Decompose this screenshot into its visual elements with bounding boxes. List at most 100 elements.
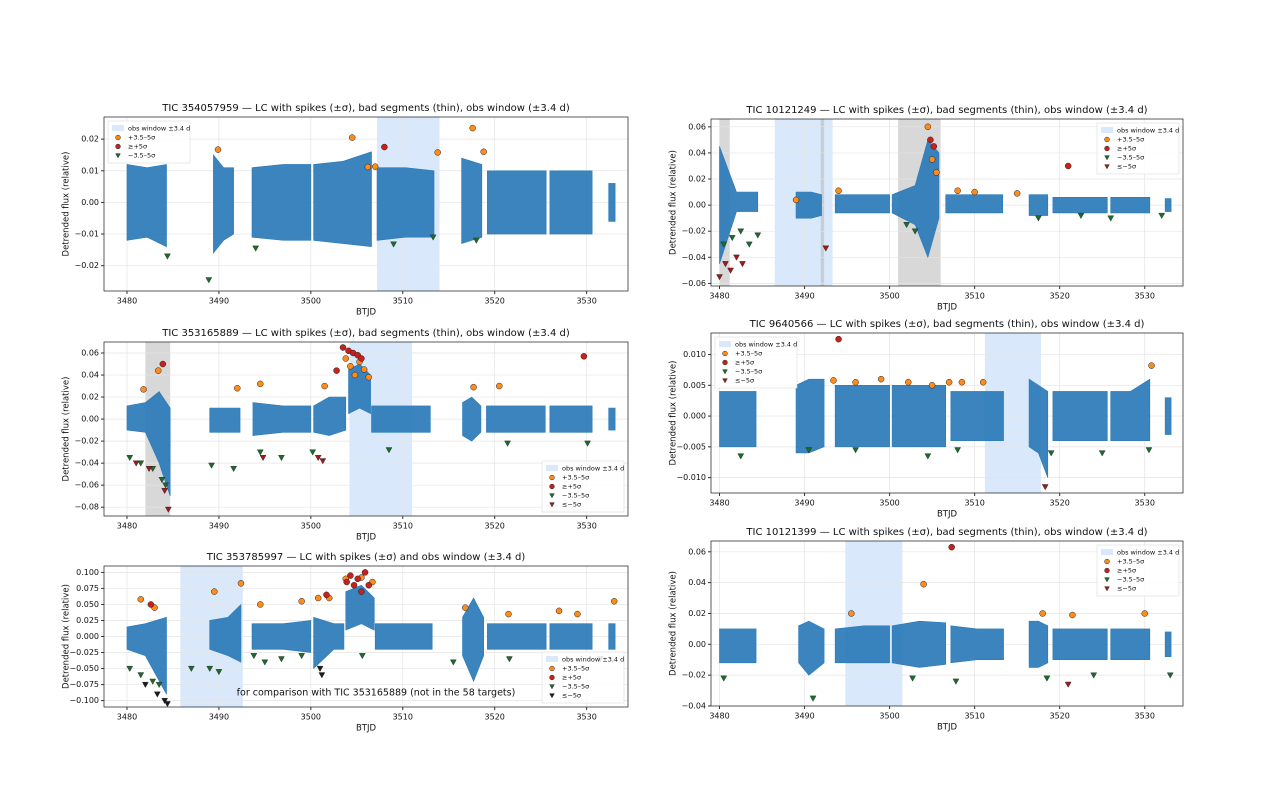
spike xyxy=(927,136,934,144)
spike xyxy=(214,146,222,153)
spike xyxy=(952,678,960,685)
y-tick-label: −0.075 xyxy=(69,680,99,689)
spike xyxy=(137,672,145,679)
spike xyxy=(737,228,745,235)
y-tick-label: 0.02 xyxy=(688,175,706,184)
x-tick-label: 3500 xyxy=(879,499,899,508)
light-curve xyxy=(798,620,825,676)
light-curve xyxy=(1028,620,1049,668)
light-curve xyxy=(1052,628,1108,661)
spike xyxy=(1077,212,1085,219)
y-tick-label: −0.02 xyxy=(74,437,99,446)
x-axis-label: BTJD xyxy=(937,510,958,520)
spike xyxy=(948,543,955,551)
spike xyxy=(954,447,961,454)
legend-marker xyxy=(1104,136,1110,143)
light-curve xyxy=(313,616,345,670)
spike xyxy=(165,506,172,513)
spike xyxy=(909,675,916,682)
legend-label: ≤−5σ xyxy=(562,692,581,700)
chart-title: TIC 354057959 — LC with spikes (±σ), bad… xyxy=(161,103,570,114)
y-tick-label: 0.075 xyxy=(76,584,99,593)
y-tick-label: 0.06 xyxy=(81,349,99,358)
y-tick-label: 0.02 xyxy=(81,135,99,144)
spike xyxy=(211,588,218,595)
legend-label: ≥+5σ xyxy=(1117,145,1136,153)
light-curve xyxy=(252,402,312,436)
spike xyxy=(733,254,740,261)
spike xyxy=(158,477,166,484)
light-curve xyxy=(795,378,825,454)
spike xyxy=(208,462,215,469)
y-tick-label: 0.06 xyxy=(688,122,706,131)
x-tick-label: 3490 xyxy=(209,297,229,306)
x-tick-label: 3480 xyxy=(117,713,137,722)
x-tick-label: 3520 xyxy=(485,297,505,306)
light-curve xyxy=(1164,631,1172,657)
y-tick-label: 0.01 xyxy=(81,166,99,175)
spike xyxy=(145,466,153,473)
legend-label: −3.5–5σ xyxy=(128,152,155,160)
spike xyxy=(1047,450,1055,457)
spike xyxy=(754,232,762,239)
spike xyxy=(574,610,581,618)
x-tick-label: 3480 xyxy=(117,522,137,531)
light-curve xyxy=(1164,397,1172,435)
y-tick-label: 0.04 xyxy=(688,578,706,587)
legend-label: −3.5–5σ xyxy=(562,492,589,500)
y-axis-label: Detrended flux (relative) xyxy=(669,361,679,466)
y-tick-label: 0.00 xyxy=(81,198,99,207)
spike xyxy=(126,455,134,462)
spike xyxy=(954,187,961,195)
chart-title: TIC 353785997 — LC with spikes (±σ) and … xyxy=(206,552,526,563)
legend-marker xyxy=(549,674,555,681)
x-tick-label: 3530 xyxy=(576,297,596,306)
x-tick-label: 3480 xyxy=(117,297,137,306)
spike xyxy=(1141,610,1148,617)
legend-swatch xyxy=(112,125,124,131)
spike xyxy=(154,367,162,374)
spike xyxy=(449,659,457,666)
x-axis-label: BTJD xyxy=(356,724,377,734)
spike xyxy=(727,267,734,274)
light-curve xyxy=(950,391,1004,441)
spike xyxy=(971,188,978,196)
spike xyxy=(142,681,149,688)
light-curve xyxy=(213,154,234,254)
legend-label: ≥+5σ xyxy=(128,143,147,151)
spike xyxy=(584,440,591,447)
spike xyxy=(830,377,837,384)
y-axis-label: Detrended flux (relative) xyxy=(62,377,72,482)
legend-label: +3.5–5σ xyxy=(735,350,762,358)
light-curve xyxy=(1110,378,1151,441)
spike xyxy=(358,355,365,362)
legend-marker xyxy=(549,502,555,508)
y-tick-label: 0.100 xyxy=(76,568,99,577)
spike xyxy=(364,163,372,171)
light-curve xyxy=(834,625,890,664)
spike xyxy=(132,460,140,467)
legend-marker xyxy=(549,483,555,490)
spike xyxy=(555,607,563,615)
spike xyxy=(230,466,237,473)
spike xyxy=(259,455,267,462)
spike xyxy=(371,163,379,170)
spike xyxy=(1107,215,1115,222)
legend-marker xyxy=(1104,567,1110,574)
x-tick-label: 3500 xyxy=(301,522,321,531)
light-curve xyxy=(376,167,435,241)
light-curve xyxy=(371,405,431,433)
spike xyxy=(848,610,855,617)
spike xyxy=(365,373,373,381)
y-tick-label: −0.005 xyxy=(676,442,706,451)
x-tick-label: 3510 xyxy=(393,522,413,531)
light-curve xyxy=(1052,391,1108,441)
y-tick-label: −0.08 xyxy=(74,503,99,512)
legend-label: −3.5–5σ xyxy=(735,368,762,376)
y-tick-label: 0.025 xyxy=(76,616,99,625)
spike xyxy=(745,241,753,248)
legend-marker xyxy=(722,350,728,357)
spike xyxy=(318,672,326,679)
legend-marker xyxy=(1104,164,1110,170)
